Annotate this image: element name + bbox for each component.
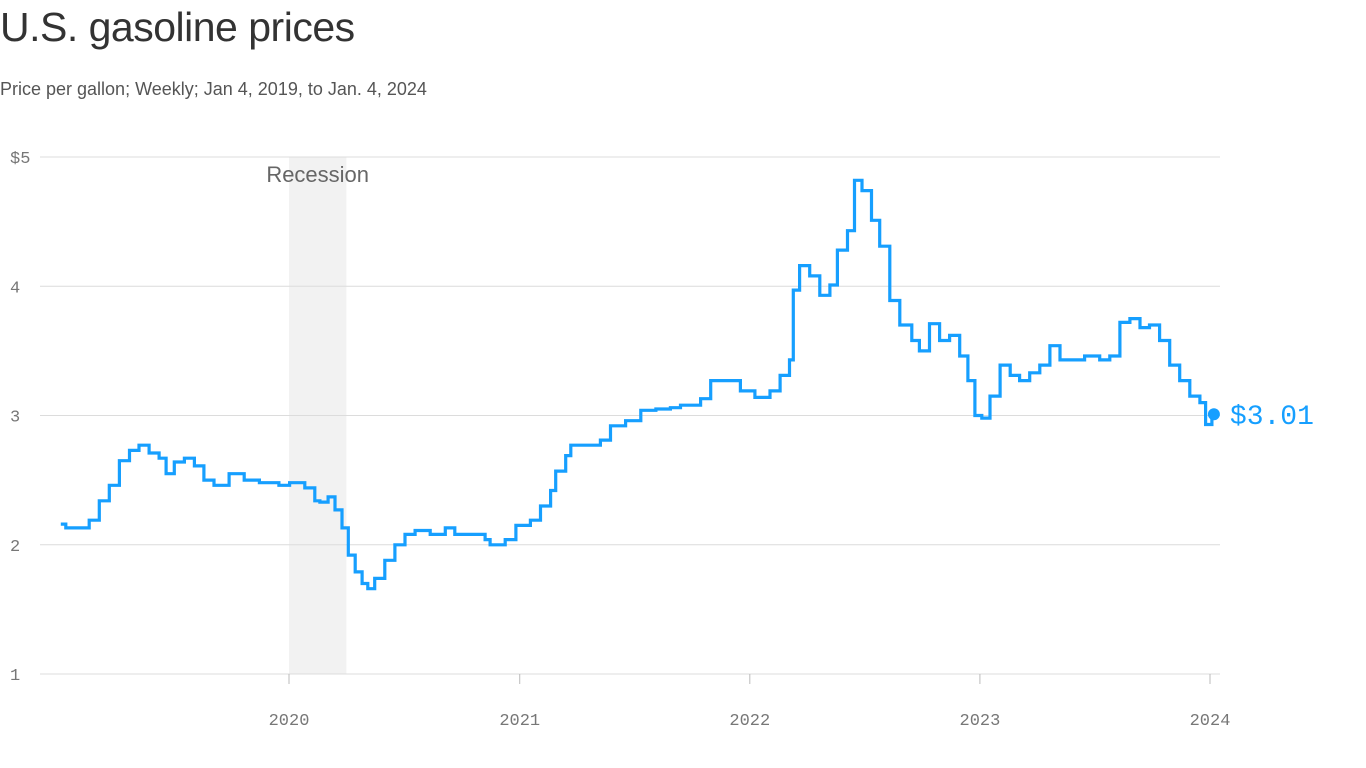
y-tick-label: 4 (10, 279, 20, 298)
y-tick-label: 3 (10, 409, 20, 428)
recession-label: Recession (266, 162, 369, 187)
end-value-label: $3.01 (1230, 402, 1314, 433)
end-point-marker (1207, 408, 1220, 421)
chart-subtitle: Price per gallon; Weekly; Jan 4, 2019, t… (0, 79, 427, 99)
y-tick-label: 1 (10, 667, 20, 686)
price-line (60, 178, 1214, 591)
y-tick-label: 2 (10, 538, 20, 557)
x-tick-label: 2021 (499, 712, 540, 731)
x-tick-label: 2024 (1190, 712, 1231, 731)
chart-title: U.S. gasoline prices (0, 4, 355, 50)
x-tick-label: 2023 (960, 712, 1001, 731)
x-tick-label: 2020 (269, 712, 310, 731)
x-tick-label: 2022 (729, 712, 770, 731)
y-tick-label: $5 (10, 150, 30, 169)
